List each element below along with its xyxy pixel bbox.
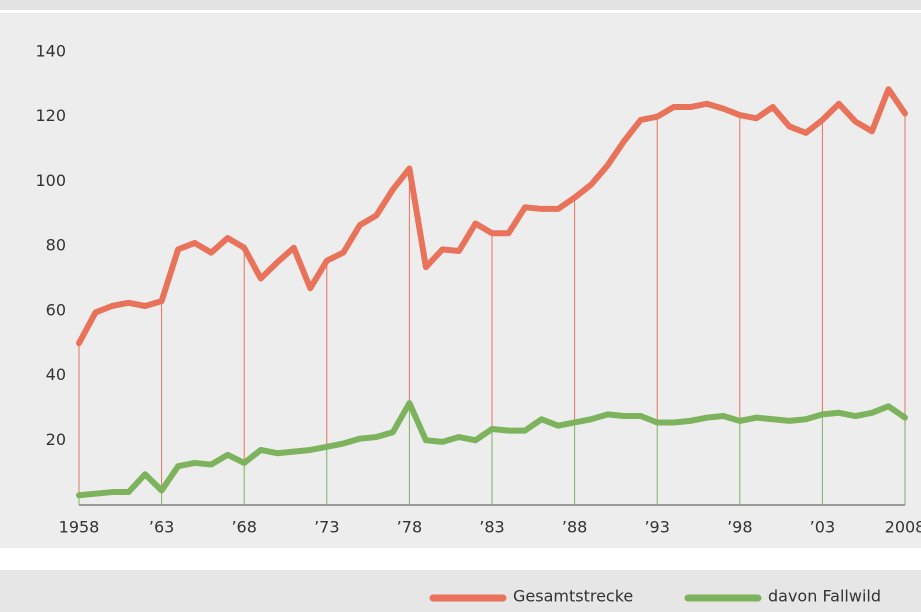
y-tick-label: 40 <box>46 365 66 384</box>
y-tick-label: 140 <box>35 42 66 61</box>
x-tick-label: ’73 <box>314 518 339 537</box>
x-tick-label: ’03 <box>810 518 835 537</box>
x-tick-label: ’83 <box>479 518 504 537</box>
x-tick-label: ’98 <box>727 518 752 537</box>
legend-label: davon Fallwild <box>768 587 881 606</box>
top-bar <box>0 0 921 10</box>
chart: 20 40 60 80 100 120 140 1958 ’63 ’68 ’73 ’78 ’83 ’88 ’… <box>0 0 921 612</box>
y-tick-label: 80 <box>46 236 66 255</box>
x-tick-label: 1958 <box>59 518 100 537</box>
x-tick-label: 2008 <box>885 518 921 537</box>
x-tick-label: ’78 <box>397 518 422 537</box>
y-tick-label: 60 <box>46 300 66 319</box>
page: {"chart_data": {"type": "line", "x": [19… <box>0 0 921 612</box>
x-tick-label: ’68 <box>231 518 256 537</box>
x-tick-label: ’88 <box>562 518 587 537</box>
plot-panel <box>0 13 921 548</box>
y-tick-label: 100 <box>35 171 66 190</box>
x-tick-label: ’63 <box>149 518 174 537</box>
y-tick-label: 20 <box>46 430 66 449</box>
legend-label: Gesamtstrecke <box>513 587 633 606</box>
x-tick-label: ’93 <box>644 518 669 537</box>
y-tick-label: 120 <box>35 106 66 125</box>
